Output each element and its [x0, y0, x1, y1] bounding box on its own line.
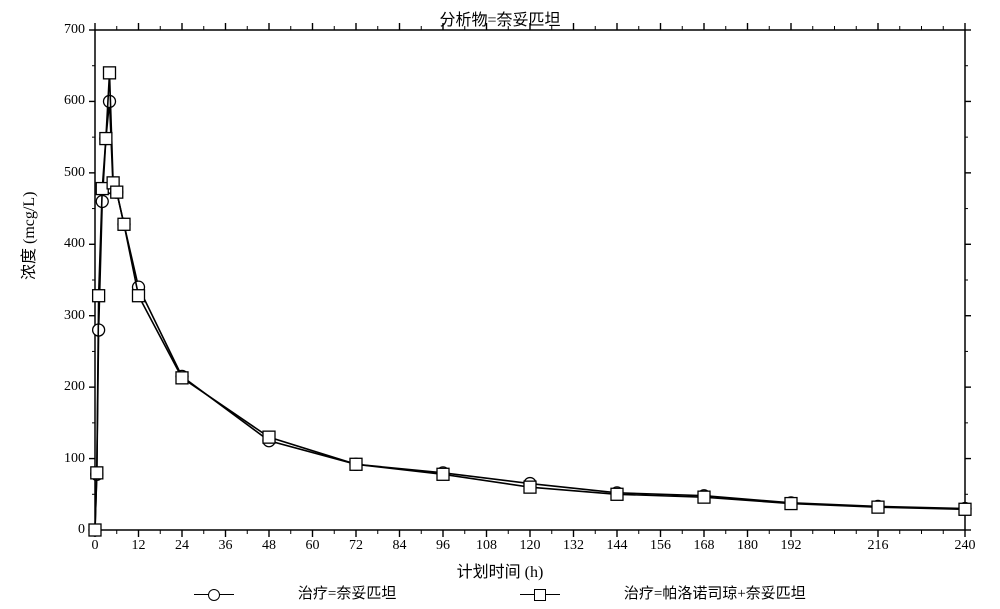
y-tick-label: 200	[64, 379, 85, 395]
y-tick-label: 300	[64, 308, 85, 324]
x-tick-label: 180	[734, 538, 762, 554]
x-tick-label: 72	[342, 538, 370, 554]
legend: 治疗=奈妥匹坦 治疗=帕洛诺司琼+奈妥匹坦	[0, 582, 1000, 603]
plot-area	[95, 30, 965, 530]
x-tick-label: 48	[255, 538, 283, 554]
y-tick-label: 0	[78, 522, 85, 538]
y-tick-label: 400	[64, 236, 85, 252]
x-tick-label: 192	[777, 538, 805, 554]
x-axis-label: 计划时间 (h)	[0, 558, 1000, 582]
x-tick-label: 120	[516, 538, 544, 554]
x-tick-label: 156	[647, 538, 675, 554]
x-tick-label: 216	[864, 538, 892, 554]
y-axis-label: 浓度 (mcg/L)	[15, 192, 39, 280]
legend-item: 治疗=帕洛诺司琼+奈妥匹坦	[490, 586, 836, 602]
x-tick-label: 60	[299, 538, 327, 554]
circle-marker-icon	[194, 588, 234, 602]
x-tick-label: 240	[951, 538, 979, 554]
x-tick-label: 96	[429, 538, 457, 554]
x-tick-label: 132	[560, 538, 588, 554]
y-tick-label: 100	[64, 451, 85, 467]
x-tick-label: 168	[690, 538, 718, 554]
x-tick-label: 36	[212, 538, 240, 554]
x-tick-label: 12	[125, 538, 153, 554]
legend-item: 治疗=奈妥匹坦	[164, 586, 430, 602]
x-tick-label: 108	[473, 538, 501, 554]
y-tick-label: 700	[64, 22, 85, 38]
legend-label: 治疗=奈妥匹坦	[298, 586, 396, 602]
y-tick-label: 600	[64, 93, 85, 109]
x-tick-label: 84	[386, 538, 414, 554]
x-tick-label: 0	[81, 538, 109, 554]
x-tick-label: 24	[168, 538, 196, 554]
square-marker-icon	[520, 588, 560, 602]
chart-title: 分析物=奈妥匹坦	[0, 6, 1000, 30]
legend-label: 治疗=帕洛诺司琼+奈妥匹坦	[624, 586, 806, 602]
y-tick-label: 500	[64, 165, 85, 181]
x-tick-label: 144	[603, 538, 631, 554]
